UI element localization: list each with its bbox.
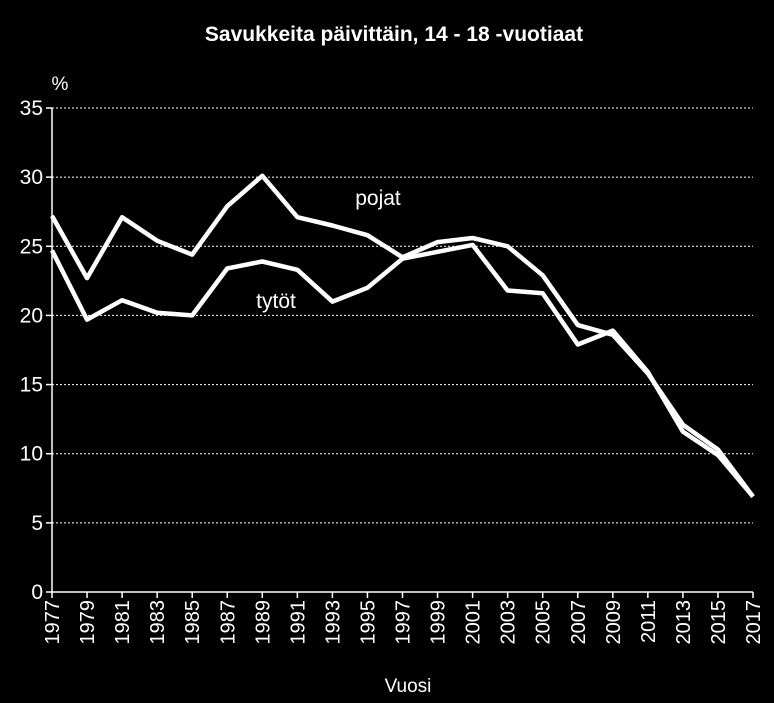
x-tick-label: 1991 xyxy=(287,600,309,645)
chart-title: Savukkeita päivittäin, 14 - 18 -vuotiaat xyxy=(205,23,583,46)
x-tick-label: 1999 xyxy=(428,600,450,645)
x-tick-label: 2015 xyxy=(708,600,730,645)
x-tick-label: 1989 xyxy=(252,600,274,645)
series-label-pojat: pojat xyxy=(355,187,401,210)
y-tick-label: 30 xyxy=(20,166,43,189)
series-label-tytöt: tytöt xyxy=(256,290,296,313)
x-tick-label: 1997 xyxy=(393,600,415,645)
y-tick-labels: 0 5 10 15 20 25 30 35 xyxy=(20,97,43,604)
y-tick-label: 25 xyxy=(20,235,43,258)
x-tick-label: 2013 xyxy=(673,600,695,645)
y-tick-label: 20 xyxy=(20,304,43,327)
y-tick-label: 0 xyxy=(31,581,43,604)
x-tick-label: 1979 xyxy=(77,600,99,645)
x-tick-label: 2003 xyxy=(498,600,520,645)
x-tick-label: 1983 xyxy=(147,600,169,645)
x-tick-label: 1995 xyxy=(357,600,379,645)
x-tick-label: 2017 xyxy=(743,600,765,645)
x-tick-label: 2009 xyxy=(603,600,625,645)
y-tick-label: 10 xyxy=(20,443,43,466)
x-tick-label: 2011 xyxy=(638,600,660,643)
x-tick-label: 1987 xyxy=(217,600,239,645)
x-tick-label: 1985 xyxy=(182,600,204,645)
x-tick-label: 1993 xyxy=(322,600,344,645)
series-lines xyxy=(49,173,755,499)
x-tick-label: 1981 xyxy=(112,600,134,645)
y-tick-label: 5 xyxy=(31,512,43,535)
x-tick-labels: 1977 1979 1981 1983 1985 1987 1989 1991 1993 1995… xyxy=(42,600,765,645)
x-tick-label: 2001 xyxy=(463,600,485,645)
y-tick-label: 15 xyxy=(20,374,43,397)
axes xyxy=(46,107,754,598)
x-tick-label: 2005 xyxy=(533,600,555,645)
x-tick-label: 1977 xyxy=(42,600,64,645)
y-tick-label: 35 xyxy=(20,97,43,120)
x-tick-label: 2007 xyxy=(568,600,590,645)
x-axis-label: Vuosi xyxy=(385,676,432,697)
series-labels: pojat tytöt xyxy=(256,187,401,313)
y-axis-label: % xyxy=(52,74,69,95)
